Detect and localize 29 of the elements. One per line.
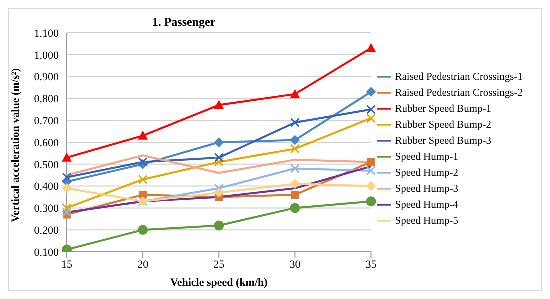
- legend-label: Speed Hump-1: [395, 152, 459, 162]
- y-tick-label: 0.100: [34, 246, 60, 259]
- y-tick-label: 1.100: [34, 28, 60, 40]
- x-tick-label: 35: [366, 258, 378, 271]
- y-tick-label: 0.300: [34, 203, 60, 216]
- legend-label: Raised Pedestrian Crossings-2: [395, 88, 523, 98]
- y-tick-label: 0.400: [34, 181, 60, 194]
- legend-label: Speed Hump-3: [395, 184, 459, 194]
- y-tick-label: 0.800: [34, 94, 60, 106]
- legend-label: Speed Hump-5: [395, 216, 459, 226]
- x-axis-title: Vehicle speed (km/h): [170, 277, 268, 289]
- y-tick-label: 0.700: [34, 116, 60, 128]
- legend-label: Raised Pedestrian Crossings-1: [395, 72, 523, 82]
- x-tick-label: 25: [214, 258, 226, 271]
- x-tick-label: 20: [138, 258, 150, 271]
- y-axis-title: Vertical acceleration value (m/s²): [10, 68, 22, 222]
- x-tick-label: 15: [62, 258, 73, 271]
- x-tick-label: 30: [290, 258, 302, 271]
- y-tick-label: 0.500: [34, 159, 60, 172]
- legend-label: Speed Hump-4: [395, 200, 459, 210]
- chart-title: 1. Passenger: [152, 15, 216, 29]
- legend-label: Rubber Speed Bump-2: [395, 120, 492, 130]
- y-tick-label: 0.900: [34, 72, 60, 84]
- legend-label: Speed Hump-2: [395, 168, 459, 178]
- y-tick-label: 1.000: [34, 50, 60, 62]
- y-tick-label: 0.200: [34, 225, 60, 238]
- legend-label: Rubber Speed Bump-1: [395, 104, 492, 114]
- y-tick-label: 0.600: [34, 137, 60, 150]
- legend-label: Rubber Speed Bump-3: [395, 136, 492, 146]
